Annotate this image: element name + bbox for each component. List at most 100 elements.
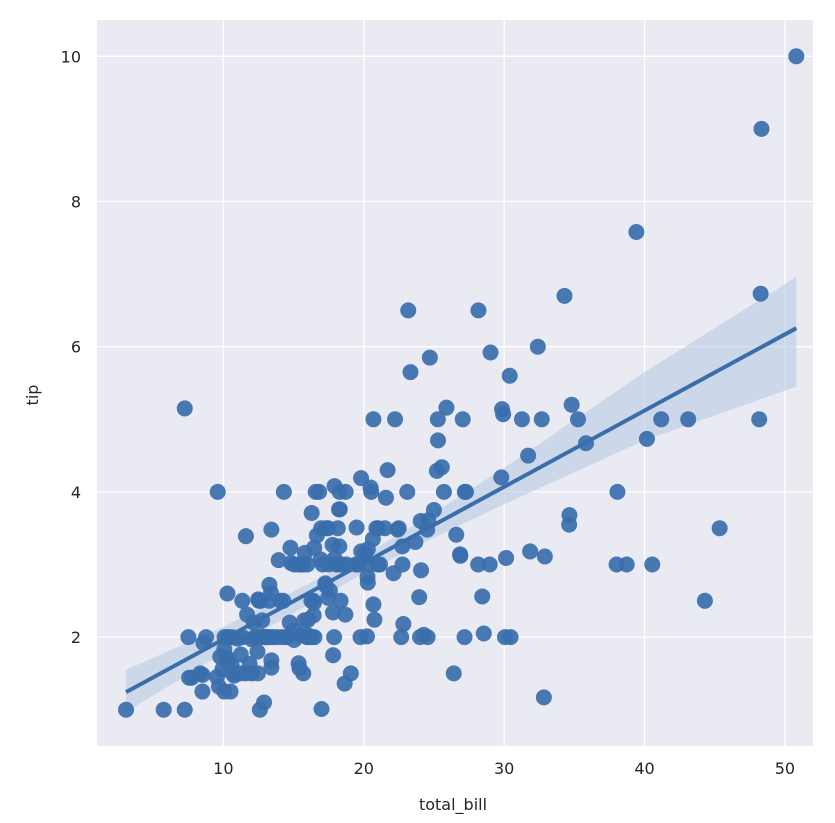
data-point (180, 629, 197, 646)
data-point (393, 629, 410, 646)
data-point (609, 483, 626, 500)
data-point (438, 399, 455, 416)
data-point (470, 302, 487, 319)
data-point (379, 462, 396, 479)
data-point (556, 287, 573, 304)
data-point (400, 302, 417, 319)
data-point (644, 556, 661, 573)
data-point (194, 683, 211, 700)
y-tick-label: 6 (71, 338, 81, 357)
data-point (535, 689, 552, 706)
x-tick-label: 10 (213, 759, 233, 778)
data-point (263, 659, 280, 676)
data-point (222, 683, 239, 700)
grid-lines (97, 20, 813, 746)
y-tick-labels: 2 4 6 8 10 (61, 47, 81, 647)
y-tick-label: 4 (71, 483, 81, 502)
data-point (413, 562, 430, 579)
data-point (198, 629, 215, 646)
data-point (481, 556, 498, 573)
data-point (513, 411, 530, 428)
data-point (219, 585, 236, 602)
data-point (155, 701, 172, 718)
y-tick-label: 2 (71, 628, 81, 647)
data-point (275, 483, 292, 500)
data-point (429, 411, 446, 428)
data-point (295, 665, 312, 682)
data-point (249, 665, 266, 682)
y-tick-label: 8 (71, 193, 81, 212)
data-point (325, 647, 342, 664)
data-point (419, 629, 436, 646)
data-point (387, 411, 404, 428)
x-tick-label: 20 (354, 759, 374, 778)
data-point (536, 548, 553, 565)
data-point (563, 396, 580, 413)
data-point (561, 507, 578, 524)
data-point (311, 483, 328, 500)
data-point (501, 367, 518, 384)
data-point (788, 48, 805, 65)
data-point (430, 432, 447, 449)
regression-line (125, 326, 798, 694)
y-axis-label: tip (23, 385, 42, 406)
data-point (569, 411, 586, 428)
data-point (421, 349, 438, 366)
data-point (365, 411, 382, 428)
data-point (324, 604, 341, 621)
data-point (394, 556, 411, 573)
data-point (337, 606, 354, 623)
x-tick-label: 40 (634, 759, 654, 778)
data-point (331, 501, 348, 518)
x-tick-label: 30 (494, 759, 514, 778)
data-point (533, 411, 550, 428)
data-point (445, 665, 462, 682)
data-point (493, 469, 510, 486)
data-point (474, 588, 491, 605)
data-point (306, 629, 323, 646)
x-axis-label: total_bill (419, 795, 487, 815)
data-point (433, 459, 450, 476)
data-point (475, 625, 492, 642)
data-point (263, 521, 280, 538)
data-point (331, 538, 348, 555)
x-tick-labels: 10 20 30 40 50 (213, 759, 795, 778)
data-point (348, 519, 365, 536)
data-point (618, 556, 635, 573)
x-tick-label: 50 (775, 759, 795, 778)
data-point (753, 120, 770, 137)
data-point (342, 665, 359, 682)
data-point (522, 543, 539, 560)
data-point (118, 701, 135, 718)
data-point (376, 520, 393, 537)
data-point (321, 582, 338, 599)
data-point (303, 504, 320, 521)
data-point (366, 611, 383, 628)
data-point (638, 430, 655, 447)
data-point (270, 552, 287, 569)
data-point (435, 483, 452, 500)
data-point (358, 628, 375, 645)
data-point (363, 483, 380, 500)
data-point (209, 483, 226, 500)
data-point (305, 594, 322, 611)
data-point (498, 549, 515, 566)
data-point (711, 520, 728, 537)
data-point (653, 411, 670, 428)
data-point (305, 607, 322, 624)
data-points (118, 48, 805, 718)
data-point (448, 526, 465, 543)
data-point (529, 338, 546, 355)
data-point (359, 574, 376, 591)
data-point (696, 592, 713, 609)
data-point (470, 556, 487, 573)
data-point (372, 556, 389, 573)
data-point (234, 592, 251, 609)
data-point (457, 483, 474, 500)
data-point (399, 483, 416, 500)
data-point (520, 447, 537, 464)
data-point (329, 520, 346, 537)
data-point (256, 694, 273, 711)
data-point (365, 596, 382, 613)
